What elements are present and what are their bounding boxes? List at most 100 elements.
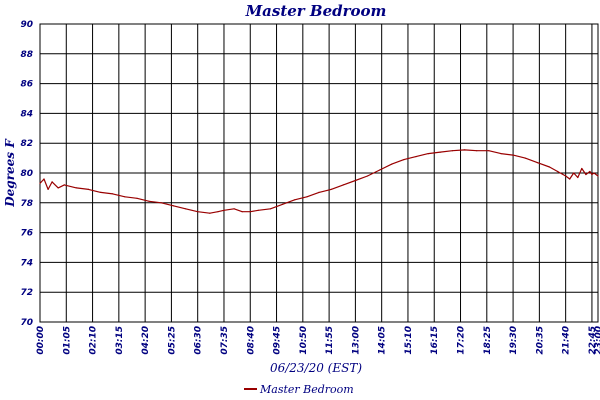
data-point [500,153,502,155]
data-point [318,191,320,193]
data-point [379,169,381,171]
data-point [87,188,90,190]
x-tick-label: 11:55 [325,326,335,355]
data-point [581,167,583,170]
y-tick-label: 78 [20,199,33,209]
data-point [597,175,599,177]
data-point [197,211,199,213]
y-tick-label: 82 [20,139,33,149]
data-point [565,175,567,177]
data-point [585,173,587,176]
data-point [57,187,59,189]
x-tick-label: 20:35 [535,326,545,355]
data-point [124,196,126,198]
data-point [51,181,53,183]
y-tick-labels: 70 72 74 76 78 80 82 84 86 88 90 [20,20,33,328]
grid-lines [39,23,599,323]
data-point [330,188,332,190]
data-point [148,200,150,202]
data-point [589,170,591,173]
x-tick-labels: 00:00 01:05 02:10 03:15 04:20 05:25 06:30 07:35… [36,326,600,355]
data-point [403,159,405,161]
data-point [185,208,187,210]
y-tick-label: 72 [20,288,33,298]
y-tick-label: 90 [20,20,33,30]
data-point [160,202,162,204]
legend: Master Bedroom [244,383,354,396]
data-point [217,211,219,213]
data-point [569,178,571,180]
x-tick-label: 06:30 [194,326,204,355]
data-point [294,199,296,201]
x-tick-label: 00:00 [36,326,46,355]
data-point [464,149,466,151]
data-point [427,153,429,155]
x-tick-label: 08:40 [246,326,256,355]
x-tick-label: 04:20 [141,326,151,355]
x-tick-label: 17:20 [457,326,467,355]
data-point [512,154,514,156]
data-point [63,184,65,186]
series-layer [39,149,599,214]
x-axis-label: 06/23/20 (EST) [270,361,362,375]
x-tick-label: 09:45 [273,326,283,355]
x-tick-label: 01:05 [62,326,72,355]
x-tick-label: 14:05 [378,326,388,355]
data-point [241,211,243,213]
x-tick-label: 21:40 [562,326,572,355]
chart-title: Master Bedroom [245,2,387,20]
data-point [476,150,478,152]
data-point [282,203,284,205]
y-tick-label: 88 [20,50,33,60]
x-tick-label: 13:00 [351,326,361,355]
x-tick-label: 16:15 [430,326,440,355]
data-point [354,179,356,182]
data-point [112,193,114,195]
data-point [391,163,393,165]
x-tick-label: 19:30 [509,326,519,355]
data-point [557,170,559,173]
data-point [342,184,344,186]
data-point [223,209,225,211]
x-tick-label: 03:15 [115,326,125,355]
x-tick-label: 10:50 [299,326,309,355]
data-point [488,150,490,152]
data-point [548,166,551,168]
x-tick-label: 23:00 [594,326,600,355]
data-point [209,212,211,214]
data-point [536,162,538,164]
x-tick-label: 18:25 [483,326,493,355]
data-point [577,176,579,179]
data-point [43,178,45,180]
data-point [593,172,595,174]
data-point [249,211,251,213]
data-point [233,208,235,210]
y-tick-label: 74 [20,258,33,268]
data-point [306,196,308,198]
legend-label: Master Bedroom [259,383,354,396]
data-point [39,182,41,184]
data-point [591,173,593,176]
data-point [172,205,174,207]
x-tick-label: 05:25 [167,326,177,355]
data-point [257,209,259,211]
x-tick-label: 22:45 [588,326,598,355]
x-tick-label: 15:10 [404,326,414,355]
y-axis-label: Degrees F [3,138,17,208]
y-tick-label: 76 [20,229,33,239]
data-point [451,150,453,152]
data-point [573,172,575,174]
data-point [269,208,272,210]
x-tick-label: 02:10 [89,326,99,355]
data-point [100,191,102,193]
data-point [75,187,77,189]
y-tick-label: 86 [20,80,33,90]
data-point [136,197,138,199]
data-point [47,188,49,190]
x-tick-label: 07:35 [220,326,230,355]
y-tick-label: 70 [20,318,33,328]
data-point [524,157,526,159]
y-tick-label: 80 [20,169,33,179]
